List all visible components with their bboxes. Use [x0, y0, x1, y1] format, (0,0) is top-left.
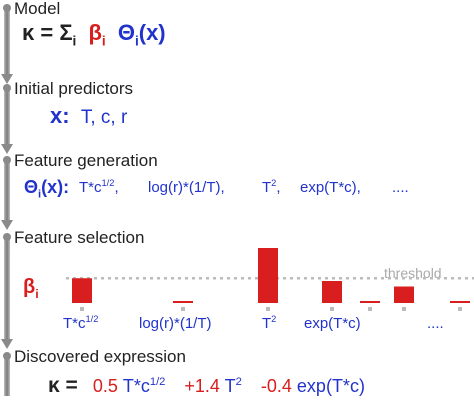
discovered-lhs: κ = — [48, 374, 78, 397]
selection-label: T*c1/2 — [63, 314, 99, 332]
sum-subscript: i — [72, 33, 77, 49]
theta-subscript: i — [38, 188, 42, 201]
coefficient-bar — [360, 301, 380, 303]
coef: 0.5 — [92, 376, 118, 396]
coefficient-bar — [394, 286, 414, 303]
coefficient-bar — [72, 278, 92, 303]
section-initial-title: Initial predictors — [14, 79, 134, 98]
model-theta: Θ — [117, 20, 135, 45]
axis-tick — [80, 307, 84, 311]
coef: +1.4 — [184, 376, 220, 396]
model-equation: κ = Σi βi Θi(x) — [22, 20, 166, 49]
axis-tick — [458, 307, 462, 311]
axis-tick — [266, 307, 270, 311]
generation-symbol: Θi(x): — [24, 177, 70, 201]
predictors-list: T, c, r — [80, 107, 128, 128]
predictors-symbol: x: — [50, 103, 70, 128]
section-model-title: Model — [14, 0, 61, 18]
generation-feature: T2, — [262, 178, 281, 196]
flow-segment — [4, 356, 10, 396]
theta-symbol: Θ — [24, 177, 39, 197]
generation-feature: exp(T*c), — [300, 179, 361, 196]
selection-label: exp(T*c) — [304, 315, 361, 332]
axis-tick — [368, 307, 372, 311]
node-dot-icon — [3, 4, 11, 12]
predictors-line: x: T, c, r — [50, 103, 127, 129]
flow-segment — [4, 88, 10, 146]
model-beta: β — [88, 20, 102, 45]
flow-arrow-icon — [1, 220, 13, 230]
section-generation-title: Feature generation — [14, 151, 158, 170]
flow-arrow-icon — [1, 144, 13, 154]
axis-tick — [181, 307, 185, 311]
coefficient-bar — [322, 281, 342, 303]
axis-tick — [402, 307, 406, 311]
flow-arrow-icon — [1, 339, 13, 349]
term: T*c1/2 — [122, 376, 166, 396]
selection-beta: βi — [23, 276, 39, 301]
model-arg: (x) — [138, 20, 166, 45]
generation-feature: T*c1/2, — [79, 178, 119, 196]
theta-subscript: i — [134, 33, 139, 49]
selection-label: .... — [427, 315, 444, 332]
coefficient-bar — [258, 248, 278, 303]
generation-feature: log(r)*(1/T), — [148, 179, 225, 196]
term: T2 — [224, 376, 242, 396]
discovered-expression: κ = 0.5 T*c1/2 +1.4 T2 -0.4 exp(T*c) — [48, 374, 365, 398]
section-discovered-title: Discovered expression — [14, 347, 186, 366]
generation-feature: .... — [392, 179, 409, 196]
flow-segment — [4, 8, 10, 76]
theta-arg: (x): — [41, 177, 70, 197]
selection-label: log(r)*(1/T) — [139, 315, 212, 332]
model-lhs: κ = Σ — [22, 20, 73, 45]
node-dot-icon — [3, 233, 11, 241]
node-dot-icon — [3, 352, 11, 360]
flow-segment — [4, 237, 10, 341]
coefficient-bar — [173, 301, 193, 303]
beta-subscript: i — [101, 33, 106, 49]
coefficient-bar — [450, 301, 470, 303]
threshold-label: threshold — [384, 265, 442, 281]
term: exp(T*c) — [296, 376, 365, 396]
selection-label: T2 — [262, 314, 277, 332]
node-dot-icon — [3, 156, 11, 164]
node-dot-icon — [3, 84, 11, 92]
axis-tick — [330, 307, 334, 311]
flow-segment — [4, 160, 10, 222]
section-selection-title: Feature selection — [14, 228, 145, 247]
coef: -0.4 — [260, 376, 292, 396]
flow-arrow-icon — [1, 74, 13, 84]
